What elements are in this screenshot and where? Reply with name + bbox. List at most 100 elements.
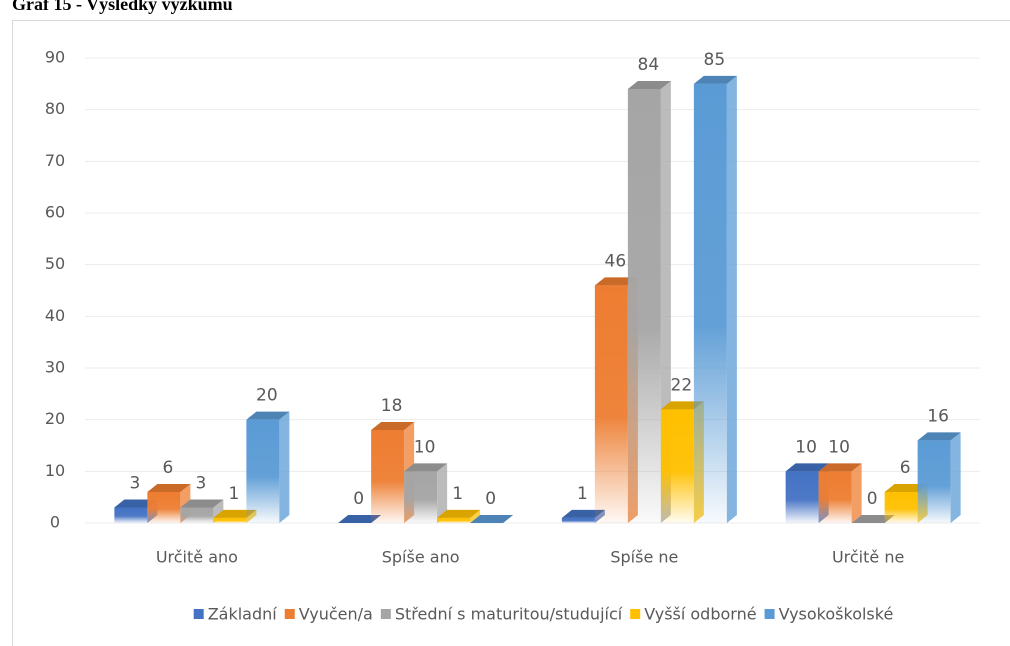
bar-top: [246, 411, 290, 420]
bar-top-shade: [338, 515, 382, 523]
bar-top: [660, 401, 704, 410]
bar-side: [950, 432, 961, 523]
data-label: 1: [577, 484, 588, 504]
legend-label: Střední s maturitou/studující: [395, 605, 623, 624]
bar: [114, 507, 148, 523]
data-label: 1: [452, 484, 463, 504]
bar: [437, 517, 471, 523]
x-tick-label: Určitě ne: [832, 548, 904, 567]
bar: [371, 430, 405, 523]
legend-label: Vyučen/a: [299, 605, 373, 624]
chart-border: [12, 20, 1010, 646]
data-label: 18: [381, 396, 403, 416]
legend-label: Vysokoškolské: [779, 605, 894, 624]
bar: [594, 285, 628, 523]
bar: [660, 409, 694, 523]
y-tick-label: 10: [45, 461, 65, 480]
chart-title: Graf 15 - Výsledky výzkumu: [12, 0, 233, 14]
legend-swatch: [193, 609, 204, 619]
y-tick-label: 60: [45, 203, 65, 222]
legend-swatch: [764, 609, 775, 619]
y-tick-label: 30: [45, 358, 65, 377]
legend-swatch: [380, 609, 391, 619]
data-label: 10: [795, 437, 817, 457]
data-label: 84: [638, 55, 660, 75]
bar-top: [884, 484, 928, 492]
legend-swatch: [284, 609, 295, 619]
bar-top-shade: [147, 484, 191, 492]
bar-top: [147, 484, 191, 492]
data-label: 0: [353, 489, 364, 509]
data-label: 0: [485, 489, 496, 509]
bar-top-shade: [180, 499, 224, 508]
bar-top: [594, 277, 638, 286]
data-label: 10: [414, 437, 436, 457]
bar-side: [726, 75, 737, 523]
data-label: 85: [704, 50, 726, 70]
data-label: 46: [605, 251, 627, 271]
data-label: 6: [162, 458, 173, 478]
y-tick-label: 90: [45, 48, 65, 67]
bar: [693, 83, 727, 523]
bar-top-shade: [785, 463, 829, 472]
x-tick-label: Určitě ano: [156, 548, 238, 567]
bar: [246, 419, 280, 523]
bar-top-shade: [917, 432, 961, 441]
bar: [917, 440, 951, 523]
bar: [213, 517, 247, 523]
y-tick-label: 20: [45, 409, 65, 428]
data-label: 0: [867, 489, 878, 509]
y-tick-label: 50: [45, 254, 65, 273]
bar-top-shade: [246, 411, 290, 420]
data-label: 6: [900, 458, 911, 478]
bar-top-shade: [371, 422, 415, 430]
bar: [180, 507, 214, 523]
data-label: 1: [228, 484, 239, 504]
bar-top: [470, 515, 514, 523]
data-label: 3: [195, 474, 206, 494]
bar-top-shade: [561, 509, 605, 518]
data-label: 10: [828, 437, 850, 457]
bar-top-shade: [594, 277, 638, 286]
bar-top-shade: [851, 515, 895, 523]
bar-top: [693, 75, 737, 84]
y-tick-label: 80: [45, 99, 65, 118]
bar: [785, 471, 819, 523]
x-tick-label: Spíše ne: [610, 548, 678, 567]
bar-top-shade: [884, 484, 928, 492]
bar-side: [437, 463, 448, 523]
x-tick-label: Spíše ano: [382, 548, 460, 567]
bar-top: [818, 463, 862, 472]
bar: [147, 492, 181, 523]
bar-top-shade: [660, 401, 704, 410]
bar-top: [338, 515, 382, 523]
bar-top: [785, 463, 829, 472]
bar-side: [279, 411, 290, 523]
bar: [884, 492, 918, 523]
bar-top: [404, 463, 448, 472]
bar-top: [627, 81, 671, 89]
bar-side: [470, 509, 481, 523]
bar-top: [917, 432, 961, 441]
y-tick-label: 0: [50, 513, 60, 532]
y-tick-label: 40: [45, 306, 65, 325]
bar-top: [561, 509, 605, 518]
bar-top-shade: [470, 515, 514, 523]
y-tick-label: 70: [45, 151, 65, 170]
bar-top-shade: [213, 509, 257, 518]
data-label: 20: [256, 386, 278, 406]
data-label: 16: [927, 406, 949, 426]
legend-swatch: [630, 609, 641, 619]
bar-top-shade: [437, 509, 481, 518]
bar-top: [371, 422, 415, 430]
bar: [561, 517, 595, 523]
bar-top: [851, 515, 895, 523]
bar-top-shade: [818, 463, 862, 472]
bar-side: [851, 463, 862, 523]
bar-top-shade: [114, 499, 158, 508]
bar-top-shade: [693, 75, 737, 84]
bar-top: [437, 509, 481, 518]
bar: [818, 471, 852, 523]
bar: [404, 471, 438, 523]
